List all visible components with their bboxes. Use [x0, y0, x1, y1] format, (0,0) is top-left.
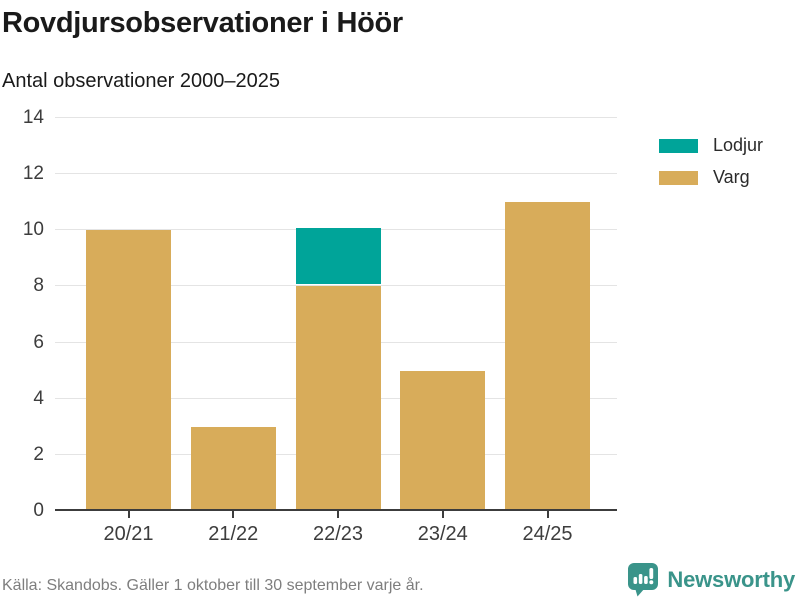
y-axis-label-12: 12	[22, 163, 44, 185]
source-note: Källa: Skandobs. Gäller 1 oktober till 3…	[2, 577, 424, 594]
chart-subtitle: Antal observationer 2000–2025	[2, 70, 280, 92]
legend-swatch-varg	[659, 170, 698, 185]
bar-24-25-varg[interactable]	[505, 202, 590, 509]
y-axis-label-10: 10	[22, 219, 44, 241]
x-axis-tick-21-22	[232, 511, 235, 518]
legend-item-lodjur[interactable]: Lodjur	[659, 135, 763, 156]
bar-23-24-varg[interactable]	[400, 370, 486, 509]
x-axis-line	[55, 509, 617, 511]
y-axis-label-8: 8	[33, 275, 44, 297]
x-axis-tick-20-21	[127, 511, 130, 518]
gridline-y-12	[55, 173, 617, 175]
x-axis-tick-22-23	[337, 511, 339, 518]
bar-22-23-lodjur[interactable]	[295, 228, 381, 285]
x-axis-label-21-22: 21/22	[208, 523, 259, 545]
gridline-y-8	[55, 285, 617, 287]
x-axis-label-20-21: 20/21	[103, 523, 154, 545]
legend-label-varg: Varg	[713, 167, 750, 187]
x-axis-label-24-25: 24/25	[522, 523, 573, 545]
bar-20-21-varg[interactable]	[86, 230, 171, 509]
chart-title: Rovdjursobservationer i Höör	[2, 7, 403, 39]
newsworthy-logo[interactable]: Newsworthy	[627, 562, 795, 598]
y-axis-label-14: 14	[22, 107, 44, 128]
y-axis-label-0: 0	[33, 500, 44, 521]
legend: Lodjur Varg	[659, 135, 763, 199]
brand-name: Newsworthy	[667, 567, 795, 592]
gridline-y-14	[55, 117, 617, 118]
x-axis-label-22-23: 22/23	[312, 523, 364, 545]
x-axis-tick-24-25	[546, 511, 549, 518]
legend-label-lodjur: Lodjur	[713, 135, 764, 155]
x-axis-label-23-24: 23/24	[417, 523, 468, 545]
bar-22-23-varg[interactable]	[295, 286, 381, 509]
y-axis-label-6: 6	[33, 331, 44, 353]
bar-21-22-varg[interactable]	[190, 426, 276, 509]
legend-item-varg[interactable]: Varg	[659, 167, 763, 188]
bar-chart-speech-bubble-icon	[627, 562, 660, 598]
y-axis-label-2: 2	[33, 443, 44, 465]
plot-area: 0 2 4 6 8 10 12 14 20/21 21/22 22/23 23/24 24/25	[23, 108, 617, 545]
legend-swatch-lodjur	[659, 138, 698, 153]
y-axis-label-4: 4	[33, 387, 44, 409]
x-axis-tick-23-24	[441, 511, 444, 518]
